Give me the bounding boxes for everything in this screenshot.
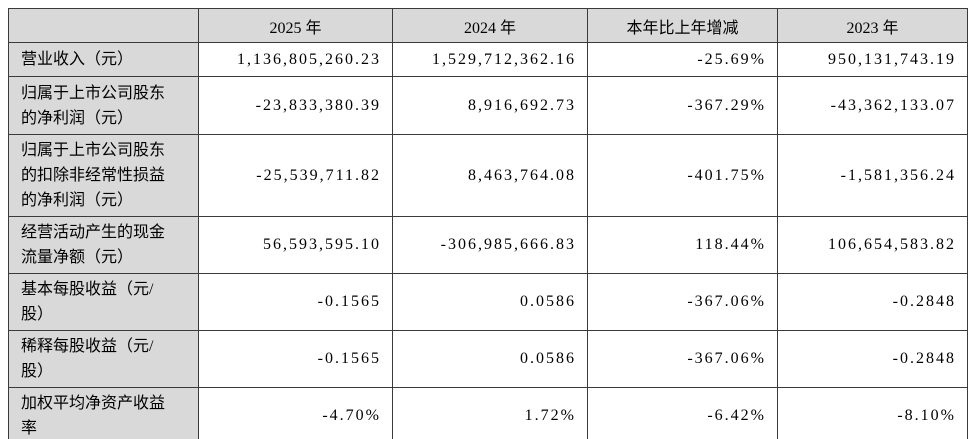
- table-row: 基本每股收益（元/ 股） -0.1565 0.0586 -367.06% -0.…: [8, 273, 968, 331]
- row-label: 归属于上市公司股东 的扣除非经常性损益 的净利润（元）: [8, 134, 199, 217]
- cell-value: 8,916,692.73: [392, 76, 588, 135]
- cell-value: 8,463,764.08: [392, 134, 588, 217]
- header-year-2025: 2025 年: [198, 8, 393, 43]
- header-year-2023: 2023 年: [777, 8, 968, 43]
- cell-value: -0.1565: [198, 273, 393, 331]
- cell-value: 950,131,743.19: [777, 42, 968, 77]
- cell-value: -4.70%: [198, 387, 393, 439]
- cell-value: -367.29%: [587, 76, 778, 135]
- cell-value: -0.1565: [198, 330, 393, 388]
- cell-value: -0.2848: [777, 273, 968, 331]
- cell-value: 106,654,583.82: [777, 216, 968, 274]
- cell-value: 0.0586: [392, 273, 588, 331]
- cell-value: -401.75%: [587, 134, 778, 217]
- table-row: 归属于上市公司股东 的净利润（元） -23,833,380.39 8,916,6…: [8, 76, 968, 135]
- cell-value: -25.69%: [587, 42, 778, 77]
- row-label: 营业收入（元）: [8, 42, 199, 77]
- table-row: 经营活动产生的现金 流量净额（元） 56,593,595.10 -306,985…: [8, 216, 968, 274]
- row-label: 归属于上市公司股东 的净利润（元）: [8, 76, 199, 135]
- table-row: 稀释每股收益（元/ 股） -0.1565 0.0586 -367.06% -0.…: [8, 330, 968, 388]
- cell-value: 0.0586: [392, 330, 588, 388]
- row-label: 基本每股收益（元/ 股）: [8, 273, 199, 331]
- cell-value: 1,529,712,362.16: [392, 42, 588, 77]
- cell-value: 1.72%: [392, 387, 588, 439]
- cell-value: -8.10%: [777, 387, 968, 439]
- cell-value: 56,593,595.10: [198, 216, 393, 274]
- cell-value: -367.06%: [587, 330, 778, 388]
- cell-value: -23,833,380.39: [198, 76, 393, 135]
- table-row: 加权平均净资产收益 率 -4.70% 1.72% -6.42% -8.10%: [8, 387, 968, 439]
- row-label: 经营活动产生的现金 流量净额（元）: [8, 216, 199, 274]
- cell-value: -25,539,711.82: [198, 134, 393, 217]
- cell-value: -306,985,666.83: [392, 216, 588, 274]
- header-year-2024: 2024 年: [392, 8, 588, 43]
- header-yoy-change: 本年比上年增减: [587, 8, 778, 43]
- cell-value: 118.44%: [587, 216, 778, 274]
- cell-value: -0.2848: [777, 330, 968, 388]
- financial-summary-table: 2025 年 2024 年 本年比上年增减 2023 年 营业收入（元） 1,1…: [8, 8, 968, 439]
- cell-value: -1,581,356.24: [777, 134, 968, 217]
- table-header-row: 2025 年 2024 年 本年比上年增减 2023 年: [8, 8, 968, 43]
- row-label: 加权平均净资产收益 率: [8, 387, 199, 439]
- row-label: 稀释每股收益（元/ 股）: [8, 330, 199, 388]
- table-row: 营业收入（元） 1,136,805,260.23 1,529,712,362.1…: [8, 42, 968, 77]
- header-blank-cell: [8, 8, 199, 43]
- cell-value: -43,362,133.07: [777, 76, 968, 135]
- cell-value: -367.06%: [587, 273, 778, 331]
- table-row: 归属于上市公司股东 的扣除非经常性损益 的净利润（元） -25,539,711.…: [8, 134, 968, 217]
- cell-value: 1,136,805,260.23: [198, 42, 393, 77]
- cell-value: -6.42%: [587, 387, 778, 439]
